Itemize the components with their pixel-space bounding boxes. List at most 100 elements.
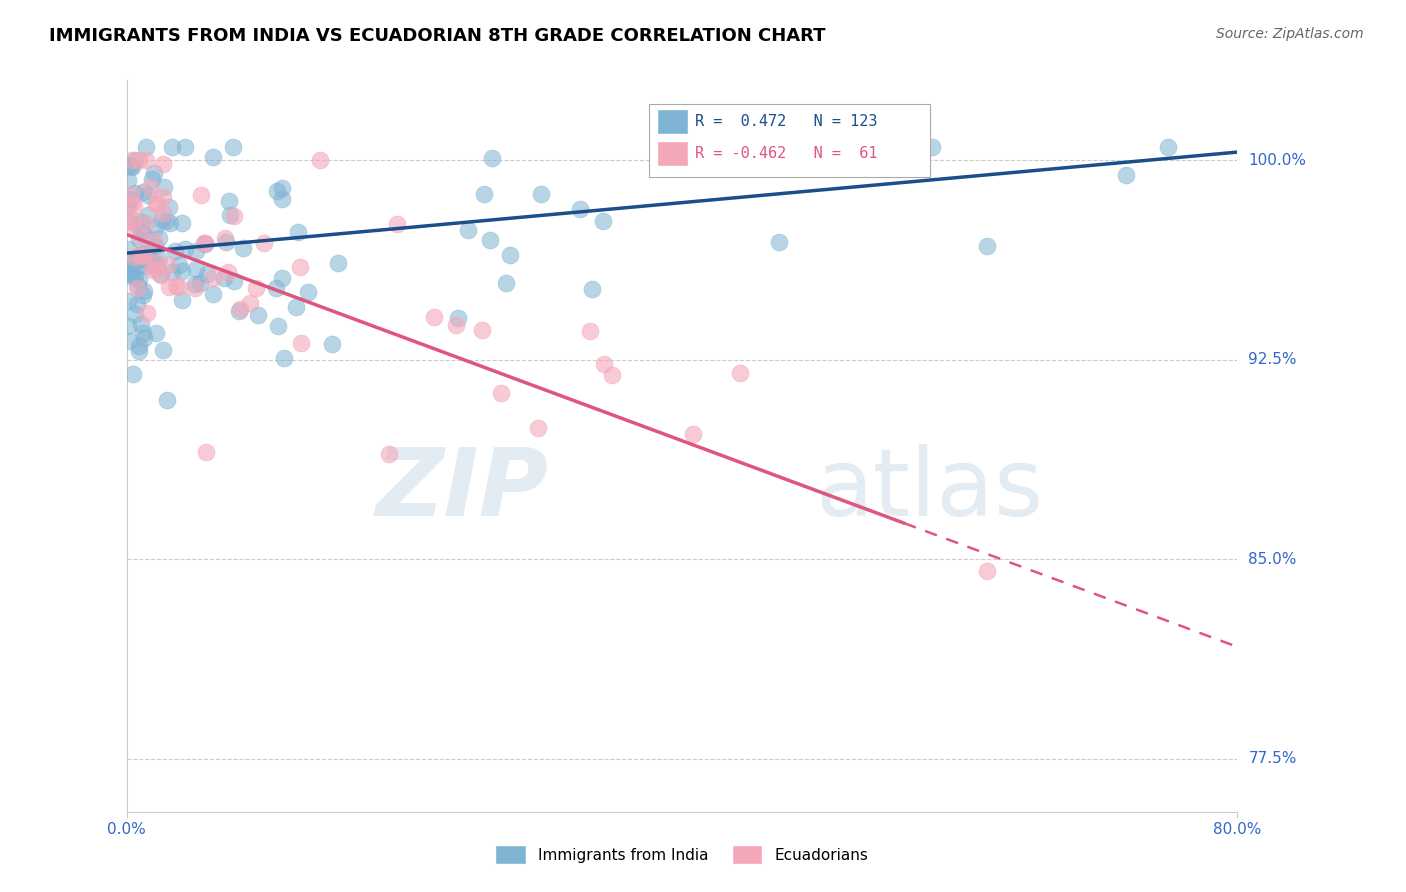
Point bbox=[602, 368, 624, 382]
Point bbox=[117, 213, 139, 227]
Point bbox=[120, 158, 142, 172]
Point bbox=[150, 213, 173, 227]
Point bbox=[193, 236, 215, 251]
Point bbox=[155, 214, 177, 228]
Point bbox=[136, 306, 159, 320]
Point bbox=[132, 185, 155, 199]
Point bbox=[129, 214, 152, 228]
Text: IMMIGRANTS FROM INDIA VS ECUADORIAN 8TH GRADE CORRELATION CHART: IMMIGRANTS FROM INDIA VS ECUADORIAN 8TH … bbox=[49, 27, 825, 45]
Point bbox=[117, 173, 139, 187]
Point bbox=[578, 325, 600, 339]
Point bbox=[581, 282, 603, 296]
Point bbox=[321, 337, 343, 351]
Text: R =  0.472   N = 123: R = 0.472 N = 123 bbox=[695, 114, 877, 129]
Point bbox=[132, 287, 155, 301]
Point bbox=[131, 226, 153, 240]
Point bbox=[117, 318, 139, 333]
Point bbox=[156, 392, 179, 407]
Point bbox=[273, 351, 295, 365]
Point bbox=[121, 195, 143, 210]
Point bbox=[129, 229, 152, 244]
Point bbox=[117, 200, 139, 214]
Point bbox=[246, 308, 269, 322]
Point bbox=[141, 171, 163, 186]
Point bbox=[499, 248, 522, 262]
Point bbox=[149, 268, 172, 282]
Point bbox=[592, 357, 614, 371]
Point bbox=[136, 208, 159, 222]
Point bbox=[157, 258, 180, 272]
Point bbox=[143, 256, 166, 270]
Point bbox=[976, 565, 998, 579]
Point bbox=[135, 140, 157, 154]
Point bbox=[447, 310, 470, 325]
Point bbox=[152, 343, 174, 357]
Point bbox=[190, 187, 212, 202]
Point bbox=[271, 192, 294, 206]
Point bbox=[921, 140, 943, 154]
Point bbox=[157, 280, 180, 294]
Text: 85.0%: 85.0% bbox=[1249, 551, 1296, 566]
Legend: Immigrants from India, Ecuadorians: Immigrants from India, Ecuadorians bbox=[489, 839, 875, 870]
Point bbox=[682, 426, 704, 441]
Point bbox=[201, 287, 224, 301]
Point bbox=[253, 235, 276, 250]
Point bbox=[728, 366, 751, 380]
Point bbox=[153, 179, 176, 194]
Point bbox=[838, 140, 860, 154]
Point bbox=[117, 294, 139, 309]
Text: 92.5%: 92.5% bbox=[1249, 352, 1296, 367]
Point bbox=[444, 318, 467, 332]
Point bbox=[124, 307, 146, 321]
Point bbox=[174, 243, 197, 257]
Point bbox=[146, 260, 169, 274]
Point bbox=[128, 232, 150, 246]
Point bbox=[219, 208, 242, 222]
Text: ZIP: ZIP bbox=[375, 444, 548, 536]
Point bbox=[212, 270, 235, 285]
Point bbox=[152, 190, 174, 204]
Point bbox=[1157, 140, 1180, 154]
Point bbox=[142, 166, 165, 180]
Point bbox=[139, 179, 162, 194]
Text: atlas: atlas bbox=[815, 444, 1043, 536]
Point bbox=[148, 231, 170, 245]
Point bbox=[121, 153, 143, 167]
Point bbox=[1115, 169, 1137, 183]
Point bbox=[245, 281, 267, 295]
Point bbox=[457, 223, 479, 237]
Point bbox=[125, 217, 148, 231]
Point bbox=[423, 310, 446, 324]
Point bbox=[266, 318, 288, 333]
Point bbox=[118, 264, 141, 278]
Point bbox=[121, 368, 143, 382]
Point bbox=[184, 277, 207, 292]
Point bbox=[569, 202, 592, 216]
Point bbox=[768, 235, 790, 249]
Point bbox=[194, 236, 217, 251]
Point bbox=[128, 343, 150, 358]
Point bbox=[121, 213, 143, 227]
Point bbox=[194, 445, 217, 459]
Point bbox=[135, 259, 157, 273]
Point bbox=[129, 317, 152, 331]
Point bbox=[121, 253, 143, 268]
Point bbox=[117, 219, 139, 234]
Point bbox=[172, 293, 194, 307]
Point bbox=[172, 264, 194, 278]
Point bbox=[122, 268, 145, 282]
Point bbox=[159, 216, 181, 230]
Point bbox=[527, 421, 550, 435]
Point bbox=[222, 140, 245, 154]
Point bbox=[152, 206, 174, 220]
Point bbox=[592, 214, 614, 228]
Point bbox=[145, 262, 167, 277]
Point bbox=[136, 188, 159, 202]
Point bbox=[184, 280, 207, 294]
Point bbox=[481, 151, 503, 165]
Point bbox=[135, 153, 157, 167]
Point bbox=[201, 150, 224, 164]
Point bbox=[217, 265, 239, 279]
Point bbox=[194, 235, 217, 250]
Point bbox=[125, 253, 148, 268]
